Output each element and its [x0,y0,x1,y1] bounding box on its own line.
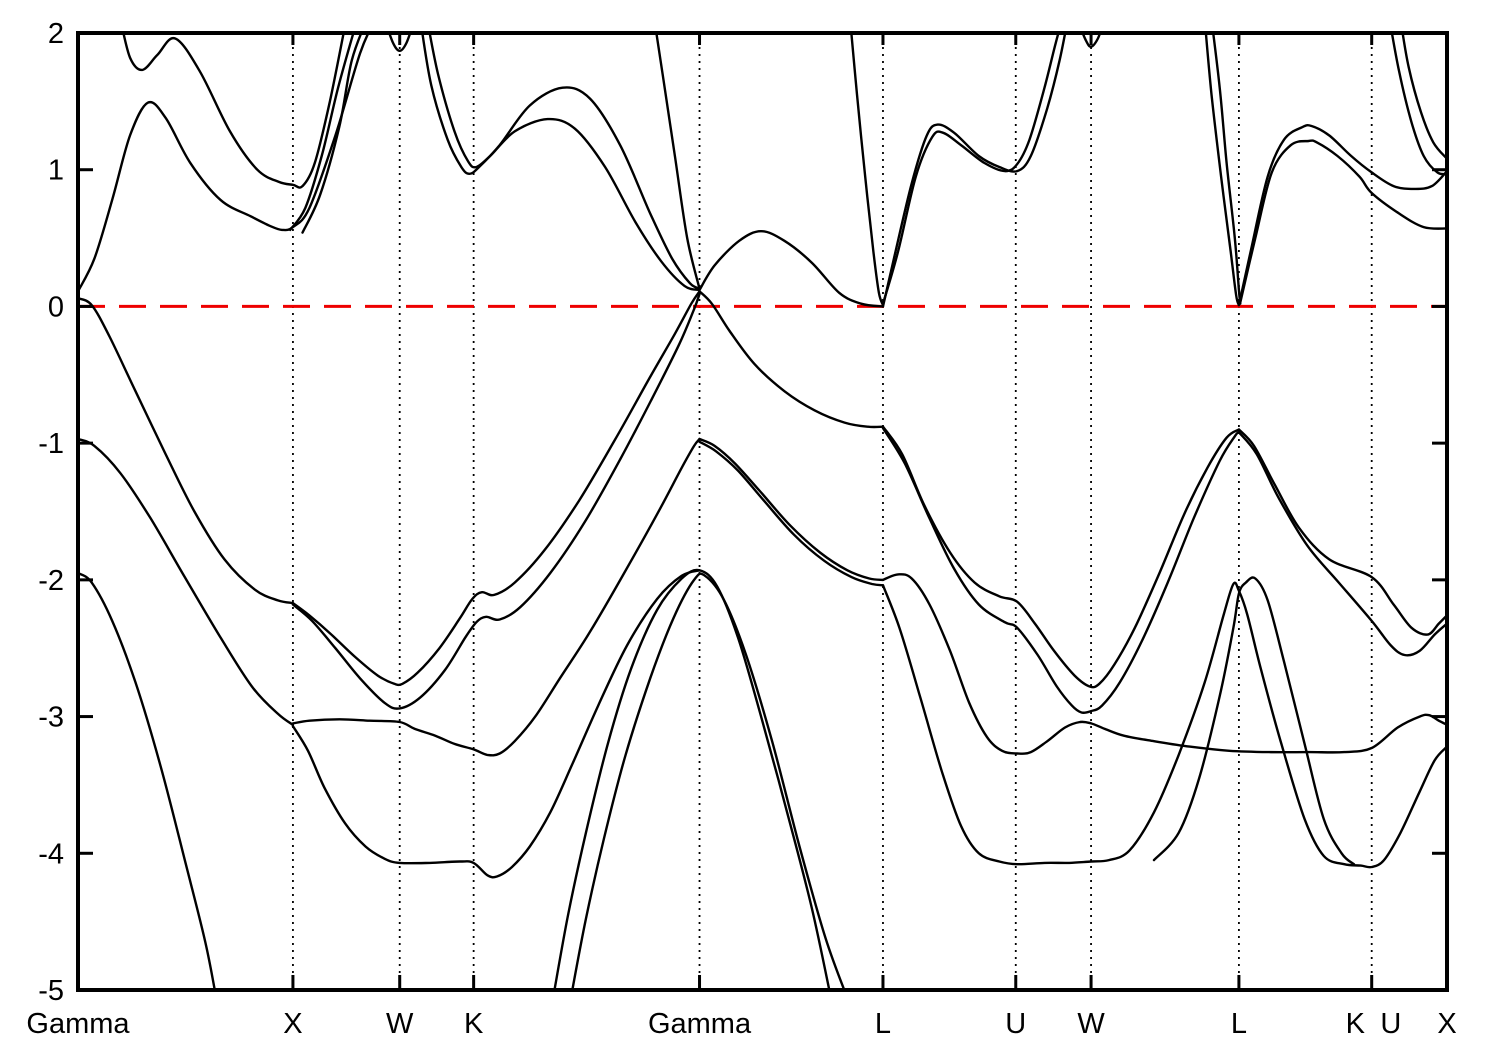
y-axis-label: -3 [38,702,64,734]
band-curve-vb-xkg-mid [291,437,701,757]
band-curve-vb-lkx-lower [1237,431,1447,657]
band-curve-vb-lkx-upper [1237,428,1447,636]
band-curve-vb-lambda-b [571,572,846,990]
band-curve-vb-gx-1 [78,297,295,605]
band-curve-vb-gl-pair-1 [698,437,885,582]
kpoint-label-k: K [464,1008,484,1040]
band-curve-cb-ux-steep1 [1390,33,1447,176]
band-curve-cb-lk-dome-upper [1237,124,1447,307]
band-curve-vb-gl-pair-2 [698,440,885,587]
band-curve-vb-xkg-deep [291,569,701,879]
y-axis-label: 0 [48,291,64,323]
kpoint-label-l: L [875,1008,891,1040]
band-curve-vb-gx-3 [78,571,216,990]
band-curve-cb-gamma2-steep [655,33,701,290]
band-curve-vb-l2-dome-partner [1152,576,1356,866]
band-curve-cb-gx-upper [122,33,345,189]
band-curve-vb-lw-lower [881,426,1241,715]
kpoint-label-u: U [1380,1008,1401,1040]
band-curve-vb-luwx-mid [881,573,1447,755]
y-axis-label: -1 [38,428,64,460]
band-curve-cb-xw-mid2 [301,33,363,234]
band-curve-cb-wk-dome-lower [428,33,701,292]
band-curve-vb-lambda-a [553,568,831,990]
band-curve-vb-g2-dome [698,290,885,429]
band-curve-cb-l1-left-steep [850,33,885,307]
band-curve-cb-xw-mid1 [289,33,355,232]
plot-frame [76,31,1449,992]
kpoint-label-x: X [1437,1008,1456,1040]
band-curve-cb-l2-left-steep2 [1212,33,1242,305]
band-curve-vb-xwkg-upper [291,290,701,687]
band-curve-cb-lk-dome-lower [1239,139,1447,304]
kpoint-label-gamma: Gamma [648,1008,752,1040]
band-curve-vb-deep-right [881,581,1447,869]
band-curve-cb-w1-dip [387,33,412,52]
band-curve-cb-lu-lower [881,33,1060,305]
kpoint-label-w: W [1077,1008,1105,1040]
band-curve-vb-xwkg-lower [291,292,701,710]
y-axis-label: 2 [48,18,64,50]
band-curve-cb-gx-lower [78,33,370,293]
kpoint-label-x: X [283,1008,302,1040]
band-curve-vb-gx-2 [78,437,295,726]
kpoint-label-w: W [386,1008,414,1040]
kpoint-label-gamma: Gamma [26,1008,130,1040]
band-curve-cb-wk-dome-upper [421,33,701,290]
band-curve-cb-l2-left-steep1 [1204,33,1241,307]
kpoint-label-k: K [1346,1008,1366,1040]
band-curve-cb-ux-steep2 [1401,33,1447,160]
y-axis-label: -2 [38,565,64,597]
band-curve-cb-gl-hump [698,230,885,308]
kpoint-label-u: U [1005,1008,1026,1040]
y-axis-label: 1 [48,155,64,187]
y-axis-label: -5 [38,975,64,1007]
band-curves-group [78,33,1447,990]
kpoint-label-l: L [1231,1008,1247,1040]
band-curve-vb-lw-upper [881,425,1241,689]
band-curve-cb-lu-upper [881,33,1067,308]
y-axis-label: -4 [38,838,64,870]
